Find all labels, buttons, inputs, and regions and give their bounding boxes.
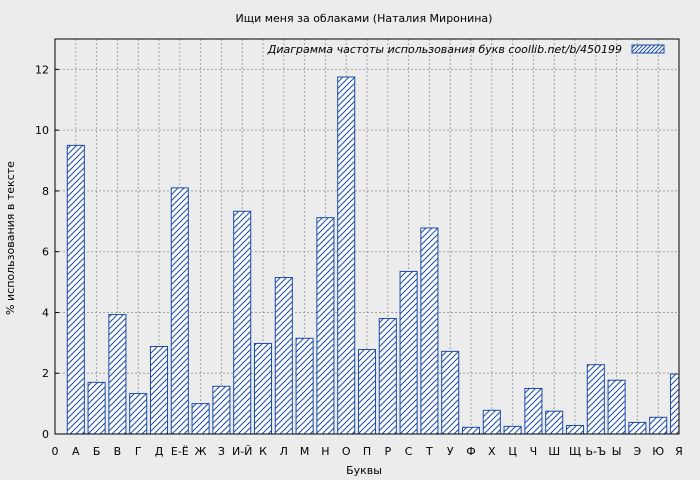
bar-К (253, 342, 273, 434)
x-tick-label: У (447, 445, 454, 458)
x-tick-label: А (72, 445, 80, 458)
x-tick-label: Ю (652, 445, 664, 458)
bar-С (399, 270, 418, 434)
bar-Т (420, 227, 439, 434)
x-tick-label: С (405, 445, 413, 458)
bar-Щ (565, 424, 585, 434)
plot-frame (54, 38, 680, 435)
y-tick-label: 12 (35, 63, 49, 76)
bars (66, 76, 679, 434)
x-tick-label: Б (93, 445, 101, 458)
y-tick-label: 4 (42, 306, 49, 319)
x-tick-label: Р (384, 445, 391, 458)
x-tick-label: Ж (195, 445, 207, 458)
x-tick-label: П (363, 445, 371, 458)
bar-В (108, 314, 127, 434)
x-tick-label: К (259, 445, 267, 458)
y-tick-label: 10 (35, 124, 49, 137)
x-tick-label: Ц (508, 445, 517, 458)
x-tick-label: Ы (612, 445, 622, 458)
bar-М (295, 337, 314, 434)
bar-Е-Ё (170, 187, 189, 434)
x-tick-label: З (218, 445, 225, 458)
legend: Диаграмма частоты использования букв coo… (267, 43, 665, 56)
x-tick-label: Ч (530, 445, 538, 458)
bar-Г (129, 393, 148, 434)
bar-Х (482, 409, 501, 434)
bar-Ж (191, 403, 210, 434)
legend-swatch (631, 44, 665, 54)
x-tick-label: М (300, 445, 310, 458)
bar-И-Й (233, 210, 252, 434)
bar-Р (378, 318, 397, 434)
y-axis-label: % использования в тексте (4, 161, 17, 315)
bar-Н (316, 217, 335, 434)
bar-Л (274, 277, 293, 434)
bar-Ю (649, 416, 668, 434)
bar-Ф (461, 426, 481, 434)
x-tick-label: И-Й (232, 445, 252, 458)
bar-Ь-Ъ (586, 364, 605, 434)
y-tick-label: 2 (42, 367, 49, 380)
bar-О (337, 76, 356, 434)
bar-Ч (524, 387, 543, 434)
x-tick-label: О (342, 445, 351, 458)
x-tick-label: Г (135, 445, 142, 458)
bar-П (357, 349, 377, 434)
x-tick-label: Т (425, 445, 433, 458)
x-tick-label: Ф (466, 445, 475, 458)
x-tick-label: Н (321, 445, 329, 458)
x-tick-label: Х (488, 445, 496, 458)
bar-З (212, 385, 231, 434)
x-tick-label: Щ (569, 445, 581, 458)
x-tick-label: Я (675, 445, 683, 458)
x-tick-label: Ь-Ъ (585, 445, 606, 458)
bar-Ш (545, 410, 564, 434)
y-tick-label: 0 (42, 428, 49, 441)
x-tick-label: Е-Ё (171, 445, 189, 458)
bar-Б (87, 381, 106, 434)
y-tick-label: 6 (42, 246, 49, 259)
x-tick-label: В (114, 445, 122, 458)
chart-title: Ищи меня за облаками (Наталия Миронина) (236, 12, 493, 25)
x-tick-label: Э (634, 445, 642, 458)
x-tick-label: Ш (548, 445, 560, 458)
legend-label: Диаграмма частоты использования букв coo… (267, 43, 622, 56)
x-tick-label: Л (280, 445, 288, 458)
x-tick-label: Д (155, 445, 164, 458)
bar-У (441, 350, 460, 434)
bar-Э (628, 421, 647, 434)
y-tick-label: 8 (42, 185, 49, 198)
bar-Ы (607, 379, 626, 434)
bar-Д (149, 345, 169, 434)
bar-А (66, 144, 85, 434)
x-axis-label: Буквы (346, 464, 382, 477)
x-tick-label: 0 (52, 445, 59, 458)
bar-Ц (503, 425, 522, 434)
